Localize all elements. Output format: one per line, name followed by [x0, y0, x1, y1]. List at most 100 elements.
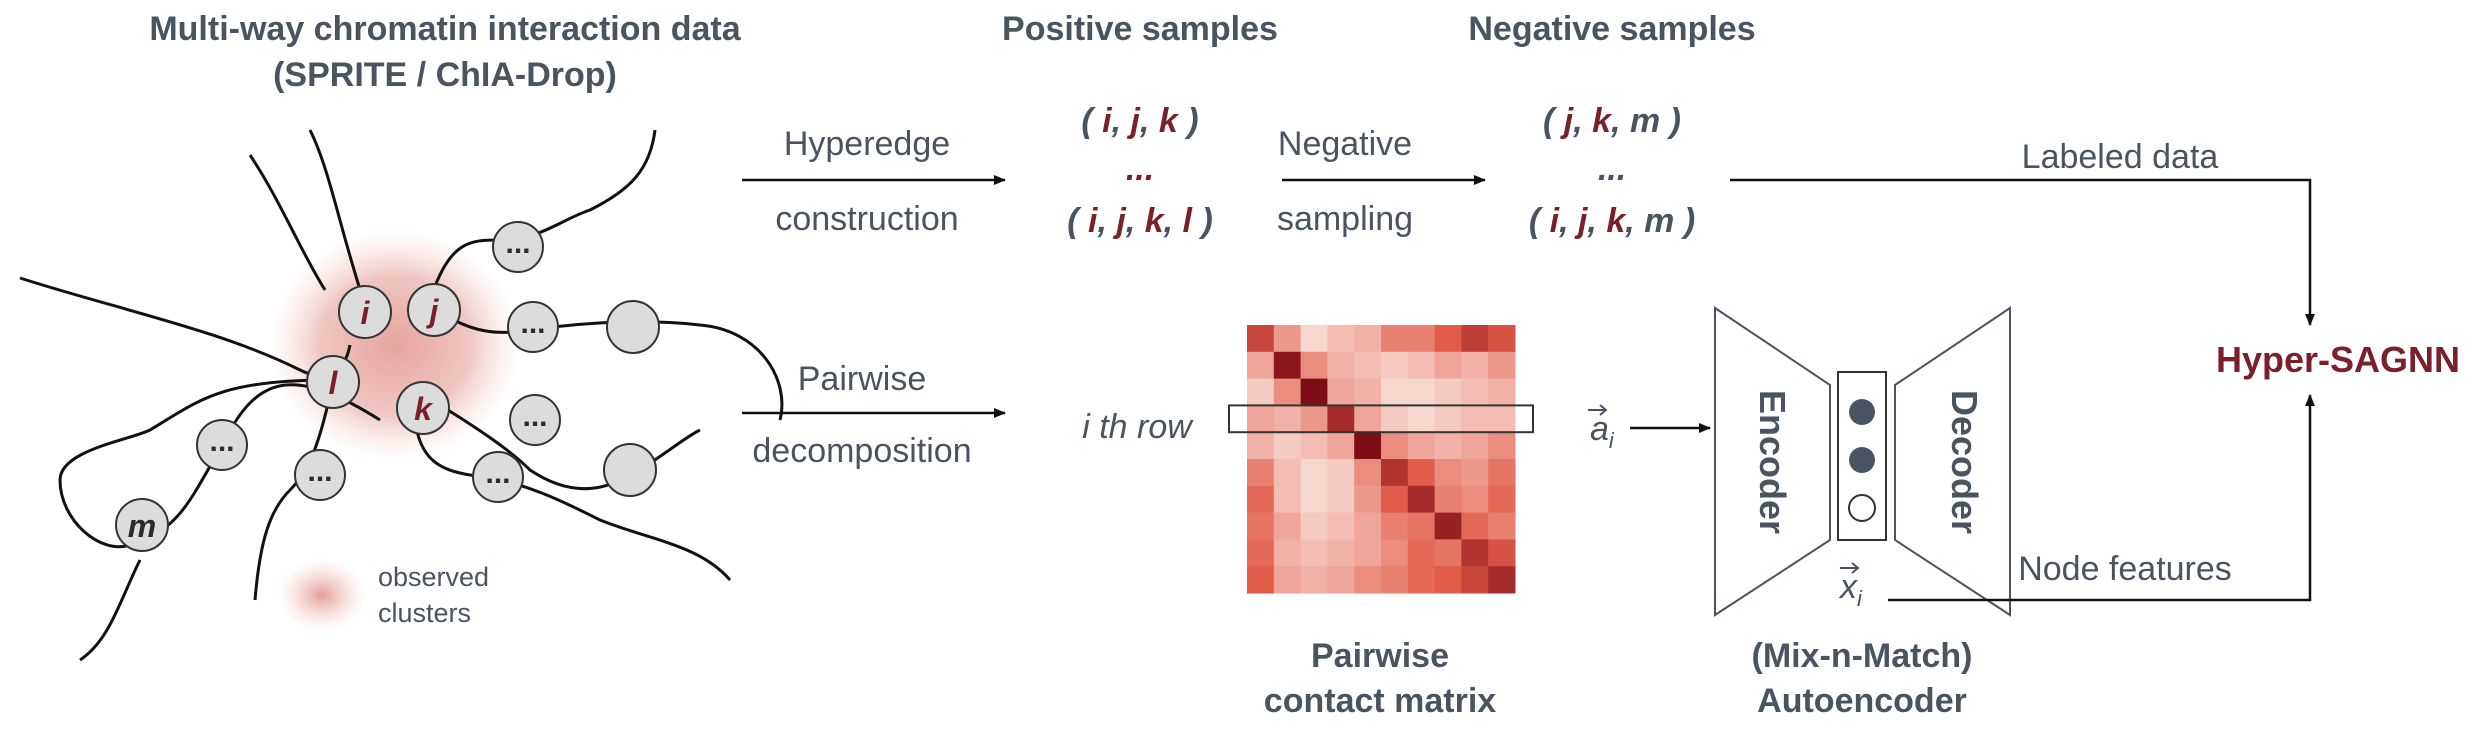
- matrix-cell: [1273, 351, 1302, 380]
- matrix-cell: [1273, 485, 1302, 514]
- pairwise-label-line1: Pairwise: [798, 360, 926, 398]
- matrix-cell: [1300, 459, 1328, 487]
- node-k: k: [396, 381, 450, 435]
- matrix-cell: [1407, 512, 1436, 540]
- matrix-cell: [1461, 485, 1489, 514]
- positive-samples: Positive samples ( i, j, k ) ... ( i, j,…: [1002, 10, 1278, 240]
- cluster-legend: observed clusters: [278, 559, 489, 631]
- strand-6: [58, 378, 381, 549]
- matrix-cell: [1327, 405, 1355, 433]
- node-ellipsis-1: ...: [492, 221, 544, 273]
- hyperedge-label-line2: construction: [775, 200, 958, 238]
- strand-3: [248, 154, 327, 291]
- matrix-cell: [1407, 351, 1436, 380]
- negative-ellipsis: ...: [1598, 150, 1626, 188]
- encoder-label: Encoder: [1752, 390, 1793, 534]
- matrix-cell: [1327, 459, 1355, 487]
- matrix-cell: [1300, 378, 1328, 406]
- svg-text:...: ...: [307, 455, 332, 488]
- matrix-cell: [1381, 351, 1409, 380]
- matrix-cell: [1327, 432, 1355, 460]
- matrix-cell: [1327, 325, 1355, 353]
- negative-sampling-arrow: Negative sampling: [1277, 125, 1486, 238]
- negative-label-line1: Negative: [1278, 125, 1412, 163]
- matrix-cell: [1247, 512, 1275, 540]
- matrix-cell: [1488, 459, 1516, 487]
- matrix-caption-line2: contact matrix: [1264, 682, 1496, 720]
- matrix-cells: [1247, 325, 1516, 594]
- matrix-cell: [1461, 512, 1489, 540]
- legend-swatch: [278, 559, 366, 631]
- matrix-cell: [1381, 378, 1409, 406]
- hyperedge-arrow: Hyperedge construction: [742, 125, 1006, 238]
- strand-2: [308, 129, 367, 306]
- strand-9: [439, 403, 701, 491]
- node-ellipsis-4: ...: [196, 419, 248, 471]
- matrix-cell: [1327, 566, 1355, 594]
- matrix-cell: [1434, 459, 1462, 487]
- matrix-cell: [1461, 378, 1489, 406]
- labeled-data-label: Labeled data: [2022, 138, 2219, 176]
- matrix-cell: [1434, 485, 1462, 514]
- matrix-cell: [1488, 405, 1516, 433]
- matrix-cell: [1488, 378, 1516, 406]
- matrix-cell: [1327, 485, 1355, 514]
- matrix-cell: [1434, 432, 1462, 460]
- matrix-cell: [1488, 351, 1516, 380]
- strand-4: [428, 129, 657, 301]
- matrix-cell: [1461, 539, 1489, 567]
- legend-text-line1: observed: [378, 562, 489, 592]
- hyperedge-label-line1: Hyperedge: [784, 125, 950, 163]
- matrix-cell: [1300, 512, 1328, 540]
- matrix-cell: [1381, 432, 1409, 460]
- vector-a-arrow-accent: [1588, 404, 1608, 416]
- node-ellipsis-2: ...: [507, 301, 559, 353]
- matrix-cell: [1247, 432, 1275, 460]
- decoder-shape: [1894, 306, 2011, 617]
- matrix-cell: [1434, 566, 1462, 594]
- svg-text:...: ...: [520, 307, 545, 340]
- input-title-line1: Multi-way chromatin interaction data: [149, 10, 741, 48]
- matrix-cell: [1273, 405, 1302, 433]
- matrix-cell: [1354, 512, 1382, 540]
- svg-text:...: ...: [522, 400, 547, 433]
- matrix-cell: [1354, 566, 1382, 594]
- matrix-cell: [1381, 325, 1409, 353]
- matrix-cell: [1381, 459, 1409, 487]
- legend-text-line2: clusters: [378, 598, 471, 628]
- matrix-cell: [1247, 405, 1275, 433]
- decoder-label: Decoder: [1944, 390, 1985, 534]
- node-plain-2: [603, 443, 657, 497]
- matrix-cell: [1247, 566, 1275, 594]
- node-m: m: [115, 498, 169, 552]
- matrix-cell: [1354, 485, 1382, 514]
- autoencoder-caption-line2: Autoencoder: [1757, 682, 1967, 720]
- matrix-caption-line1: Pairwise: [1311, 637, 1449, 675]
- matrix-cell: [1354, 325, 1382, 353]
- matrix-cell: [1407, 459, 1436, 487]
- matrix-cell: [1247, 459, 1275, 487]
- negative-tuple-2: ( i, j, k, m ): [1529, 202, 1695, 240]
- matrix-cell: [1488, 325, 1516, 353]
- pairwise-label-line2: decomposition: [752, 432, 971, 470]
- matrix-cell: [1300, 539, 1328, 567]
- vector-a-label: ai: [1588, 404, 1711, 453]
- matrix-cell: [1381, 485, 1409, 514]
- matrix-cell: [1354, 378, 1382, 406]
- matrix-cell: [1300, 485, 1328, 514]
- node-j: j: [407, 283, 461, 337]
- matrix-cell: [1354, 459, 1382, 487]
- matrix-cell: [1381, 539, 1409, 567]
- matrix-cell: [1434, 378, 1462, 406]
- matrix-cell: [1354, 432, 1382, 460]
- input-panel: Multi-way chromatin interaction data (SP…: [19, 10, 784, 662]
- node-ellipsis-5: ...: [294, 449, 346, 501]
- matrix-cell: [1354, 351, 1382, 380]
- matrix-cell: [1354, 539, 1382, 567]
- encoder-shape: [1714, 306, 1831, 617]
- nodes: i j l k m ... ... ... ... ... ..: [115, 221, 660, 552]
- matrix-cell: [1488, 432, 1516, 460]
- positive-tuple-2: ( i, j, k, l ): [1067, 202, 1213, 240]
- node-m-label: m: [128, 508, 156, 544]
- matrix-cell: [1273, 325, 1302, 353]
